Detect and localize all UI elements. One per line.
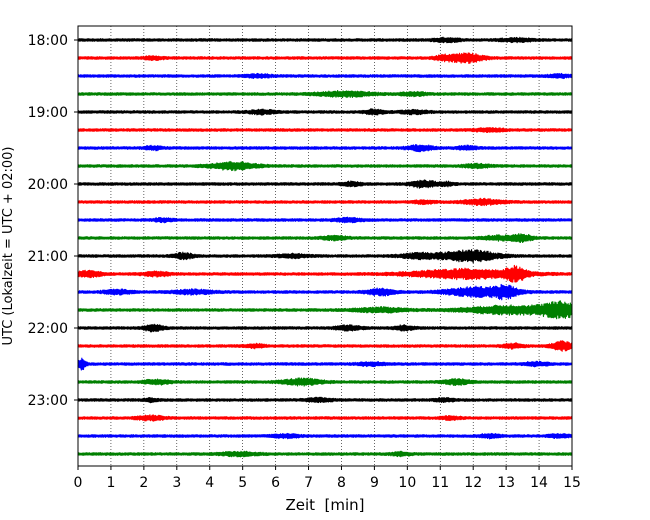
x-tick-label: 11	[431, 475, 449, 491]
trace-line	[77, 197, 573, 207]
trace-line	[77, 89, 573, 99]
x-tick-label: 8	[337, 475, 346, 491]
trace-line	[77, 323, 573, 333]
x-tick-label: 14	[530, 475, 548, 491]
y-axis-label: UTC (Lokalzeit = UTC + 02:00)	[1, 147, 16, 346]
trace-line	[77, 450, 573, 458]
trace-line	[77, 52, 573, 64]
trace-line	[77, 144, 573, 153]
y-tick-label: 20:00	[28, 177, 68, 193]
trace-line	[77, 283, 573, 301]
x-tick-label: 3	[172, 475, 181, 491]
seismic-traces	[77, 36, 573, 458]
y-axis-ticks: 18:00 19:00 20:00 21:00 22:00 23:00	[28, 33, 78, 409]
y-tick-label: 21:00	[28, 249, 68, 265]
x-tick-label: 2	[139, 475, 148, 491]
y-tick-label: 23:00	[28, 393, 68, 409]
x-axis-ticks: 0 1 2 3 4 5 6 7 8 9 10 11 12 13 14 15	[74, 466, 581, 491]
trace-line	[77, 160, 573, 172]
y-tick-label: 19:00	[28, 105, 68, 121]
x-axis-label: Zeit [min]	[285, 496, 364, 514]
x-tick-label: 4	[205, 475, 214, 491]
trace-line	[77, 249, 573, 264]
trace-line	[77, 108, 573, 116]
trace-line	[77, 36, 573, 44]
x-tick-label: 15	[563, 475, 581, 491]
x-tick-label: 1	[106, 475, 115, 491]
trace-line	[77, 264, 573, 283]
x-tick-label: 7	[304, 475, 313, 491]
trace-line	[77, 300, 573, 320]
trace-line	[77, 216, 573, 224]
minute-gridlines	[110, 26, 540, 466]
plot-area	[78, 26, 572, 466]
x-tick-label: 12	[464, 475, 482, 491]
trace-line	[77, 72, 573, 80]
trace-line	[77, 414, 573, 422]
trace-line	[77, 127, 573, 134]
trace-line	[77, 179, 573, 189]
x-tick-label: 6	[271, 475, 280, 491]
x-tick-label: 5	[238, 475, 247, 491]
y-tick-label: 22:00	[28, 321, 68, 337]
trace-line	[77, 432, 573, 440]
x-tick-label: 9	[370, 475, 379, 491]
trace-line	[77, 396, 573, 404]
trace-line	[77, 357, 573, 371]
trace-line	[77, 340, 573, 352]
x-tick-label: 13	[497, 475, 515, 491]
plot-frame	[77, 25, 573, 467]
x-tick-label: 0	[74, 475, 83, 491]
x-tick-label: 10	[398, 475, 416, 491]
trace-line	[77, 377, 573, 387]
y-tick-label: 18:00	[28, 33, 68, 49]
trace-line	[77, 233, 573, 244]
